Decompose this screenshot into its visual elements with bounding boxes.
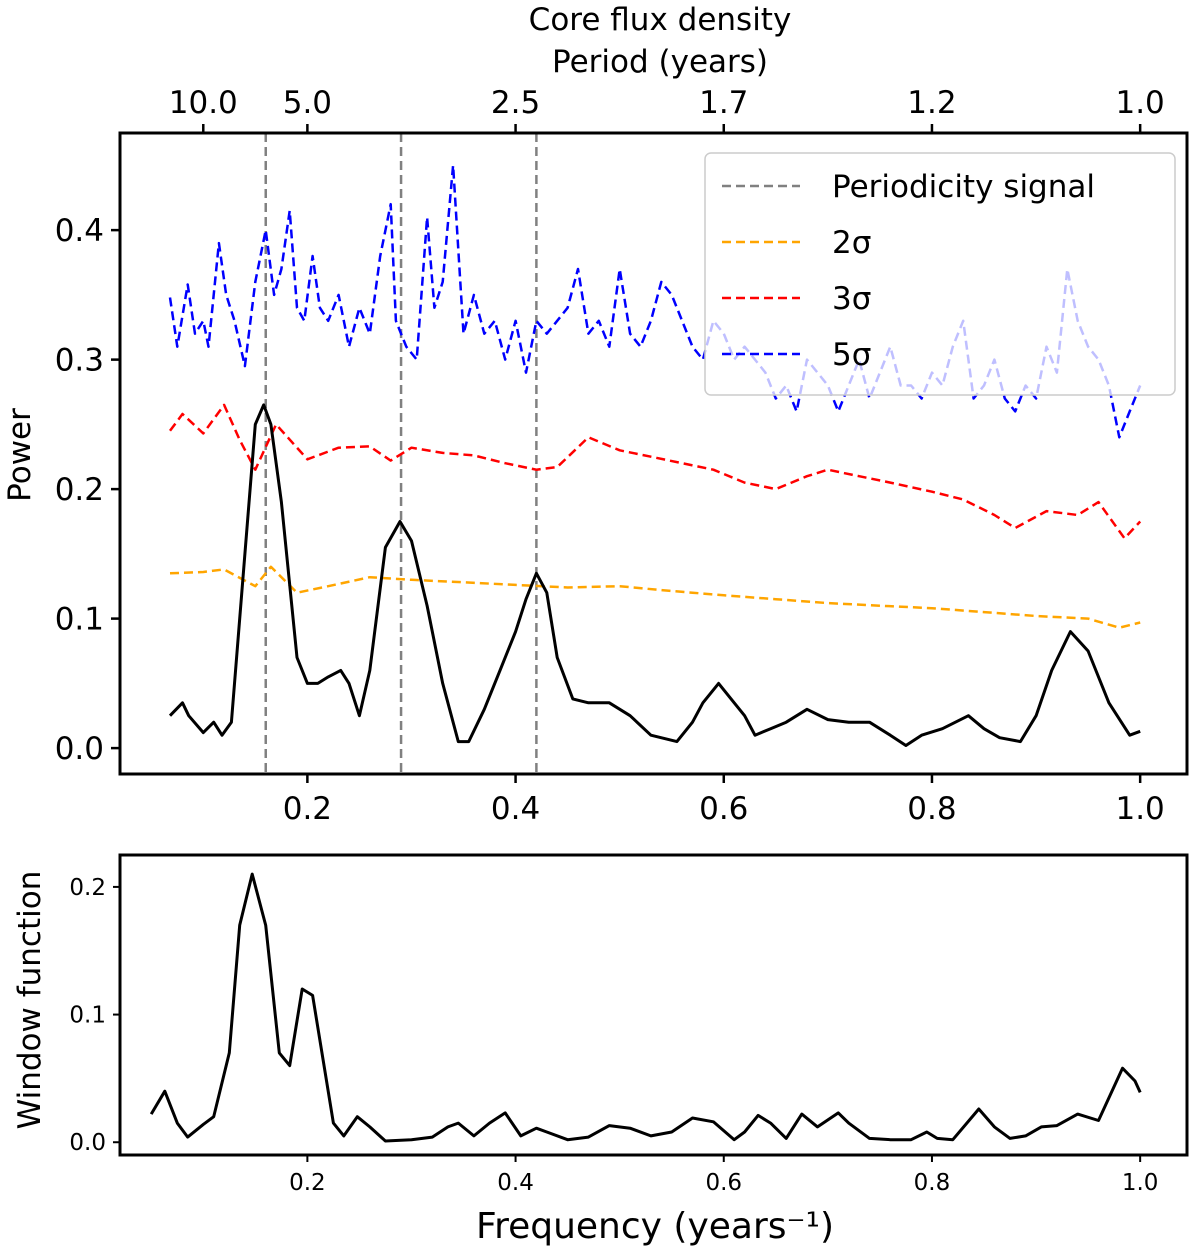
y-axis-label: Power [2, 408, 38, 502]
window-function-curve [149, 872, 1142, 1143]
window-y-tick-label: 0.1 [69, 1003, 106, 1029]
legend-box [704, 152, 1176, 396]
x-tick-label: 0.8 [907, 791, 956, 827]
x-tick-label: 0.6 [699, 791, 748, 827]
x-tick-label: 0.4 [491, 791, 540, 827]
legend-label: 2σ [832, 225, 871, 261]
period-tick-label: 10.0 [169, 85, 238, 121]
window-x-tick-label: 0.2 [289, 1170, 326, 1196]
secondary-axis-label: Period (years) [552, 44, 768, 80]
y-tick-label: 0.4 [55, 213, 104, 249]
period-tick-label: 5.0 [283, 85, 332, 121]
legend-label: 5σ [832, 337, 871, 373]
window-x-tick-label: 1.0 [1122, 1170, 1159, 1196]
period-tick-label: 1.7 [699, 85, 748, 121]
power-curve [168, 403, 1141, 747]
y-tick-label: 0.0 [55, 731, 104, 767]
x-tick-label: 1.0 [1115, 791, 1164, 827]
y-tick-label: 0.2 [55, 472, 104, 508]
power-spectrum-panel: Core flux density Period (years) Power 0… [2, 2, 1189, 827]
legend: Periodicity signal 2σ 3σ 5σ [704, 152, 1176, 396]
period-tick-label: 1.2 [907, 85, 956, 121]
y-tick-label: 0.1 [55, 602, 104, 638]
top-axis-ticks: 0.2 0.4 0.6 0.8 1.0 0.0 0.1 0.2 0.3 0.4 10.0 5.0 2.5… [55, 85, 1165, 827]
x-axis-label: Frequency (years⁻¹) [476, 1206, 834, 1247]
bottom-axis-ticks: 0.2 0.4 0.6 0.8 1.0 0.0 0.1 0.2 [69, 875, 1158, 1196]
window-y-axis-label: Window function [12, 871, 48, 1130]
window-x-tick-label: 0.4 [497, 1170, 534, 1196]
chart-title: Core flux density [529, 2, 792, 38]
window-function-panel: Window function 0.2 0.4 0.6 0.8 1.00.00.10.2… [12, 853, 1189, 1247]
window-series-lines [149, 872, 1142, 1143]
sigma3-curve [168, 403, 1142, 540]
x-tick-label: 0.2 [283, 791, 332, 827]
top-axes-frame [118, 131, 1189, 776]
bottom-axes-frame [118, 853, 1189, 1157]
sigma2-curve [169, 565, 1141, 629]
legend-label: 3σ [832, 281, 871, 317]
window-x-tick-label: 0.6 [705, 1170, 742, 1196]
period-tick-label: 2.5 [491, 85, 540, 121]
legend-label: Periodicity signal [832, 169, 1095, 205]
window-x-tick-label: 0.8 [914, 1170, 951, 1196]
period-tick-label: 1.0 [1115, 85, 1164, 121]
window-y-tick-label: 0.0 [69, 1130, 106, 1156]
window-y-tick-label: 0.2 [69, 875, 106, 901]
y-tick-label: 0.3 [55, 343, 104, 379]
